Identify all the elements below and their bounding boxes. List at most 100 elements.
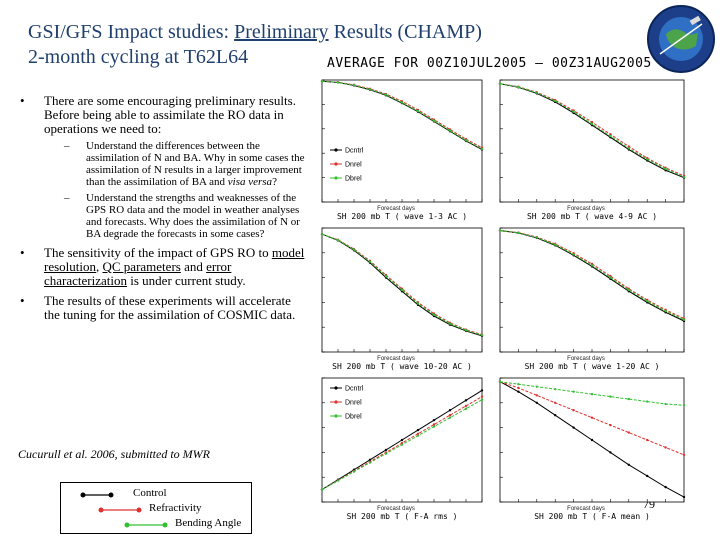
data-point: [416, 109, 420, 113]
bullet-dot-icon: •: [20, 93, 25, 108]
bullet-item-1: • There are some encouraging preliminary…: [18, 93, 306, 241]
data-point: [664, 402, 667, 406]
data-point: [464, 404, 468, 408]
title-part-3: Results (CHAMP): [328, 21, 482, 43]
data-point: [480, 334, 484, 337]
chart-date-banner: AVERAGE FOR 00Z10JUL2005 – 00Z31AUG2005: [327, 56, 652, 71]
legend-label: Dbrel: [345, 176, 362, 183]
legend-marker: [334, 400, 338, 404]
data-point: [400, 438, 404, 442]
bullet-dot-icon: •: [20, 293, 25, 308]
data-point: [535, 401, 538, 404]
data-point: [336, 81, 340, 84]
data-point: [590, 122, 594, 126]
data-point: [432, 313, 436, 316]
data-point: [352, 84, 356, 87]
legend-marker: [334, 414, 338, 418]
bullet-item-3: • The results of these experiments will …: [18, 294, 306, 322]
data-point: [464, 329, 468, 332]
data-point: [572, 253, 575, 256]
sub-bullet-1: – Understand the differences between the…: [44, 140, 306, 188]
data-point: [590, 416, 594, 419]
data-point: [572, 390, 575, 393]
data-point: [416, 428, 420, 432]
data-point: [480, 398, 484, 401]
x-axis-label: Forecast days: [567, 206, 605, 212]
sub-bullet-text-1: Understand the differences between the a…: [86, 140, 305, 188]
data-point: [682, 453, 686, 457]
data-point: [627, 145, 630, 148]
legend-marker: [334, 162, 338, 166]
sub-bullet-text-2: Understand the strengths and weaknesses …: [86, 192, 300, 240]
legend-box: Control Refractivity Bending Angle: [60, 482, 252, 534]
plot-frame: [321, 79, 483, 203]
data-point: [517, 231, 520, 235]
data-point: [480, 147, 484, 151]
data-point: [590, 438, 594, 442]
plot-frame: [499, 79, 685, 203]
data-point: [368, 458, 372, 462]
data-point: [572, 409, 575, 412]
series-line-1: [499, 381, 685, 456]
x-axis-label: Forecast days: [567, 506, 605, 512]
dash-icon: –: [64, 140, 70, 152]
data-point: [336, 238, 340, 242]
data-point: [320, 488, 324, 491]
title-line-2: 2-month cycling at T62L64: [28, 46, 249, 68]
data-point: [352, 248, 356, 251]
title-underlined-word: Preliminary: [234, 21, 329, 43]
data-point: [517, 383, 520, 386]
panel-title: SH 200 mb T ( wave 1-3 AC ): [337, 212, 467, 221]
data-point: [609, 134, 612, 138]
underlined-model-resolution: model resolution: [44, 245, 305, 274]
data-point: [464, 399, 468, 402]
data-point: [682, 495, 686, 499]
legend-label: Dcntrl: [345, 386, 364, 393]
title-part-1: GSI/GFS Impact studies:: [28, 21, 235, 43]
underlined-error-characterization: error characterization: [44, 259, 232, 288]
data-point: [400, 288, 404, 292]
legend-label: Dnrel: [345, 162, 362, 169]
data-point: [590, 392, 594, 396]
data-point: [517, 386, 520, 390]
legend-label: Dbrel: [345, 414, 362, 421]
data-point: [448, 129, 452, 132]
bullet-text-2a: The sensitivity of the impact of GPS RO …: [44, 245, 272, 260]
data-point: [664, 446, 667, 449]
satellite-logo-icon: [647, 5, 715, 73]
data-point: [448, 322, 452, 325]
legend-bending-angle: Bending Angle: [175, 517, 242, 529]
data-point: [384, 93, 388, 96]
data-point: [590, 120, 594, 124]
data-point: [352, 470, 356, 473]
data-point: [384, 452, 388, 455]
data-point: [682, 404, 686, 407]
data-point: [416, 434, 420, 437]
data-point: [554, 401, 557, 404]
bullet-text-2b: ,: [96, 259, 103, 274]
bullet-list: • There are some encouraging preliminary…: [18, 94, 306, 328]
data-point: [517, 85, 520, 89]
data-point: [464, 139, 468, 142]
data-point: [572, 110, 575, 113]
data-point: [554, 387, 557, 391]
dash-icon: –: [64, 192, 70, 204]
data-point: [432, 425, 436, 428]
data-point: [535, 394, 538, 397]
data-point: [464, 407, 468, 410]
legend-label: Dnrel: [345, 400, 362, 407]
data-point: [432, 423, 436, 426]
bullet-text-1: There are some encouraging preliminary r…: [44, 93, 296, 136]
panel-title: SH 200 mb T ( F-A mean ): [534, 512, 650, 521]
data-point: [590, 264, 594, 267]
data-point: [448, 409, 452, 412]
slide-title: GSI/GFS Impact studies: Preliminary Resu…: [28, 20, 482, 70]
data-point: [400, 101, 404, 104]
data-point: [498, 82, 502, 85]
legend-marker: [334, 148, 338, 152]
data-point: [554, 243, 557, 246]
data-point: [336, 479, 340, 482]
data-point: [498, 229, 502, 232]
